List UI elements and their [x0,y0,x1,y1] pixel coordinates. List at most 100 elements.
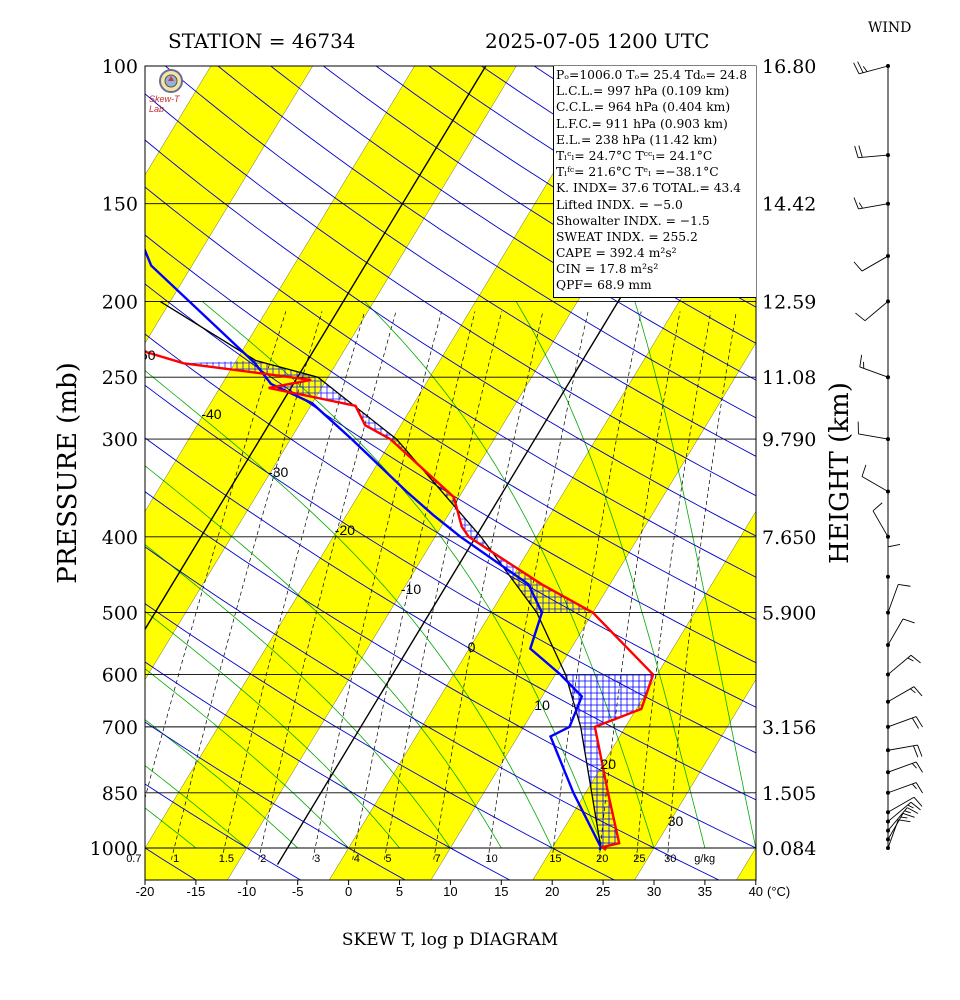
isotherm-label: 30 [668,813,684,829]
dry-adiabat [145,721,407,880]
lab-logo: Skew-T Lab [147,67,195,114]
dry-adiabat [145,139,756,537]
pressure-tick-label: 850 [102,783,138,805]
mixing-ratio-line [667,311,737,860]
x-tick-label: 30 [647,884,661,899]
wind-barb [887,583,911,613]
mixing-ratio-line [145,311,287,800]
mixing-ratio-line [598,311,681,860]
reference-isotherm [145,66,487,631]
isotherm-line [532,510,756,880]
height-tick-label: 16.80 [762,56,816,78]
mixing-ratio-label: 10 [486,853,498,865]
pressure-tick-label: 200 [102,291,138,313]
parcel-line [159,300,607,851]
isotherm-line [634,679,756,880]
dry-adiabat [217,66,756,419]
emblem-icon [159,69,183,93]
dry-adiabat [145,603,616,880]
wind-barb [887,618,915,646]
wind-barb [887,543,901,577]
height-tick-label: 14.42 [762,194,816,216]
x-tick-label: 15 [494,884,508,899]
mixing-ratio-labels: 0.7 1 1.5 2 3 4 5 7 10 15 20 25 30 g/kg [126,853,715,865]
mixing-ratio-label: 25 [633,853,645,865]
pressure-tick-label: 250 [102,367,138,389]
cape-area [183,360,654,850]
mixing-ratio-line [170,311,323,860]
y-axis-label: PRESSURE (mb) [53,362,83,584]
date-time-label: 2025-07-05 1200 UTC [485,29,709,53]
mixing-ratio-label: 20 [596,853,608,865]
isotherm-line [430,342,756,880]
pressure-tick-label: 100 [102,56,138,78]
diagram-title: SKEW T, log p DIAGRAM [342,930,558,950]
wind-barb [853,255,889,272]
dry-adiabat [145,384,756,754]
isotherm-label: -10 [401,581,421,597]
dry-adiabat [145,234,756,621]
wind-barb [853,197,889,210]
pressure-tick-label: 300 [102,429,138,451]
dewpoint-line [145,247,602,851]
pressure-labels: 1000 850 700 600 500 400 300 250 200 150 100 [90,56,138,860]
mixing-ratio-unit: g/kg [694,853,715,865]
info-line: C.C.L.= 964 hPa (0.404 km) [556,100,731,115]
stability-indices-box: Pₒ=1006.0 Tₒ= 25.4 Tdₒ= 24.8 L.C.L.= 997… [553,66,756,298]
pressure-tick-label: 500 [102,603,138,625]
isotherm-label: -20 [335,522,355,538]
x-tick-label: -5 [292,884,304,899]
isotherm-line [0,49,18,881]
dry-adiabat [145,491,756,849]
mixing-ratio-line [258,311,397,860]
dry-adiabat [269,66,756,381]
wind-barb [887,761,923,773]
x-axis-ticks: -20 -15 -10 -5 0 5 10 15 20 25 30 35 40 [136,880,763,899]
mixing-ratio-line [352,311,476,860]
height-tick-label: 9.790 [762,429,816,451]
mixing-ratio-label: 1.5 [219,853,234,865]
info-line: Showalter INDX. = −1.5 [556,213,710,228]
moist-adiabat [145,765,248,849]
mixing-ratio-label: 15 [549,853,561,865]
mixing-ratio-label: 4 [354,853,360,865]
x-tick-label: 35 [698,884,712,899]
info-line: CIN = 17.8 m²s² [556,262,659,277]
wind-column [853,61,923,850]
info-line: Tₗᶜₗ= 24.7°C Tᶜᶜₗ= 24.1°C [556,148,713,163]
wind-barb [887,801,921,822]
pressure-tick-label: 700 [102,717,138,739]
dry-adiabat [145,186,756,578]
dry-adiabat [145,283,756,664]
x-tick-label: 5 [396,884,403,899]
info-line: SWEAT INDX. = 255.2 [556,229,698,244]
dry-adiabats [145,66,756,880]
mixing-ratio-line [433,311,544,860]
dry-adiabat [145,333,756,708]
x-tick-label: 10 [443,884,457,899]
height-tick-label: 5.900 [762,603,816,625]
logo-text: Skew-T Lab [149,94,180,114]
sounding-profiles [145,247,655,851]
wind-barb [887,744,923,758]
info-line: Tₗᶠᶜ= 21.6°C Tᵉₗ =−38.1°C [556,165,719,180]
wind-barb [853,61,889,75]
wind-barb [861,464,889,492]
dry-adiabat [145,93,756,497]
isotherm-line [145,66,415,512]
isotherm-label: -30 [268,464,288,480]
dry-adiabat [322,66,756,344]
mixing-ratio-label: 1 [173,853,179,865]
mixing-ratio-label: 0.7 [126,853,141,865]
wind-barb [854,145,889,159]
cape-hatch-area [565,674,654,850]
dry-adiabat [145,546,720,880]
isotherm-label: -40 [201,406,221,422]
wind-barb [859,354,889,378]
isotherm-label: 10 [534,697,550,713]
wind-barb [855,301,889,322]
mixing-ratio-line [312,311,442,860]
moist-adiabat [145,719,298,849]
isotherm-label: -70 [2,231,22,247]
